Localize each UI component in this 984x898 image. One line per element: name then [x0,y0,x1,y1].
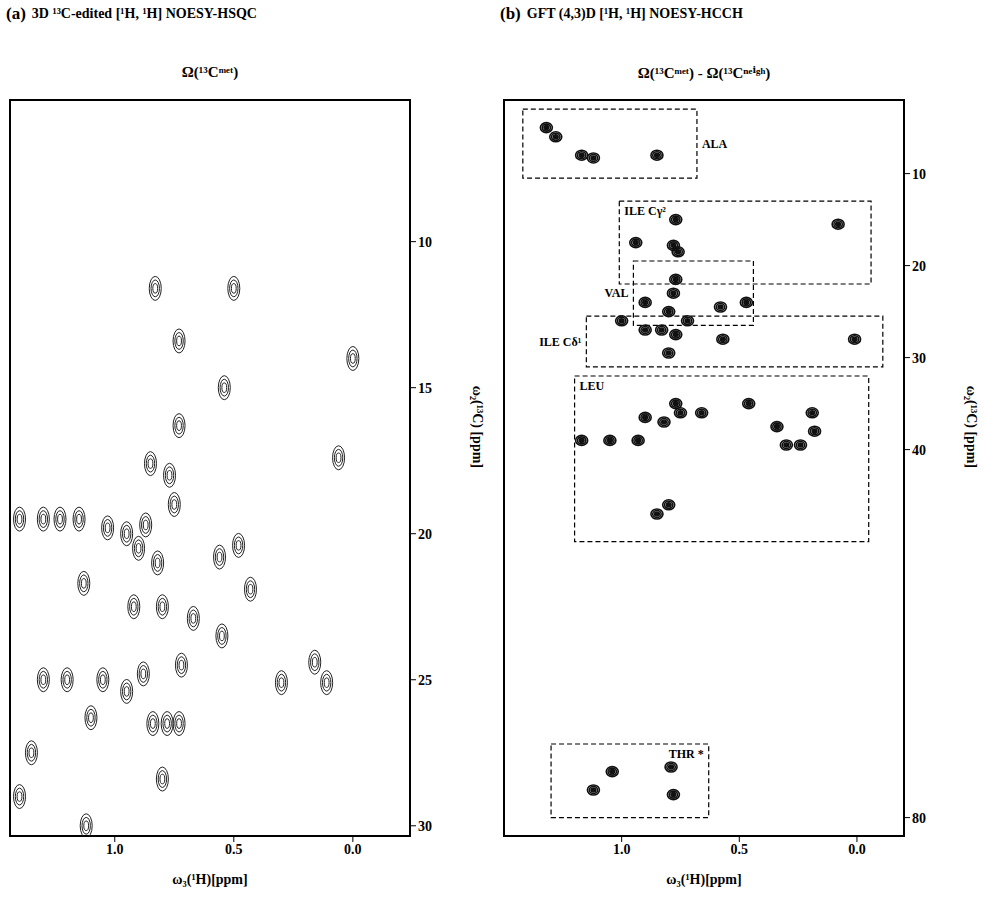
svg-text:0.0: 0.0 [848,842,866,857]
svg-text:ω₂(¹³C) [ppm]: ω₂(¹³C) [ppm] [469,386,485,468]
svg-text:10: 10 [912,167,926,182]
svg-text:80: 80 [912,811,926,826]
svg-text:ω₂(¹³C) [ppm]: ω₂(¹³C) [ppm] [963,386,979,468]
svg-text:1.0: 1.0 [613,842,631,857]
svg-text:ALA: ALA [702,137,728,151]
svg-text:0.0: 0.0 [344,842,362,857]
svg-text:30: 30 [912,351,926,366]
svg-text:ILE Cδ¹: ILE Cδ¹ [539,335,582,349]
svg-text:15: 15 [418,381,432,396]
svg-text:0.5: 0.5 [731,842,749,857]
svg-text:20: 20 [418,527,432,542]
svg-text:0.5: 0.5 [225,842,243,857]
svg-text:1.0: 1.0 [106,842,124,857]
svg-text:10: 10 [418,235,432,250]
svg-text:ω₃(¹H)[ppm]: ω₃(¹H)[ppm] [666,872,741,888]
html-text:(b) GFT (4,3)D [¹H, ¹H] NOESY-: (b) GFT (4,3)D [¹H, ¹H] NOESY-HCCH [500,4,743,23]
svg-text:25: 25 [418,673,432,688]
html-text:Ω(¹³Cᵐᵉᵗ): Ω(¹³Cᵐᵉᵗ) [181,64,239,80]
html-text:Ω(¹³Cᵐᵉᵗ) - Ω(¹³Cⁿᵉⁱᵍʰ): Ω(¹³Cᵐᵉᵗ) - Ω(¹³Cⁿᵉⁱᵍʰ) [637,65,771,81]
svg-text:40: 40 [912,443,926,458]
svg-text:ω₃(¹H)[ppm]: ω₃(¹H)[ppm] [172,872,247,888]
svg-text:VAL: VAL [605,286,629,300]
svg-text:20: 20 [912,259,926,274]
svg-text:LEU: LEU [580,379,605,393]
html-text:(a) 3D ¹³C-edited [¹H, ¹H] NOE: (a) 3D ¹³C-edited [¹H, ¹H] NOESY-HSQC [6,4,257,23]
svg-text:THR *: THR * [669,747,704,761]
svg-text:ILE Cγ²: ILE Cγ² [624,204,666,218]
svg-text:30: 30 [418,819,432,834]
